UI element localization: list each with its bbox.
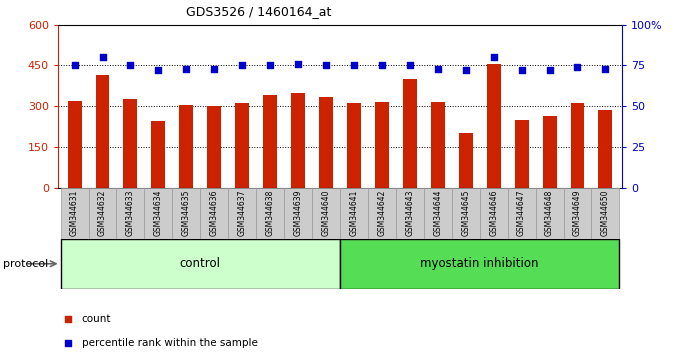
Text: protocol: protocol [3,259,49,269]
Bar [256,188,284,239]
Bar [124,99,137,188]
Point [292,61,303,67]
Bar [172,188,201,239]
Bar [312,188,340,239]
Bar [571,103,585,188]
Text: GSM344635: GSM344635 [182,189,191,236]
Bar [291,93,305,188]
Bar [88,188,116,239]
Bar [61,188,88,239]
Bar [375,102,389,188]
Point [572,64,583,70]
Bar [340,188,368,239]
Bar [144,188,172,239]
Bar [543,116,556,188]
Bar [207,106,221,188]
Bar [67,101,82,188]
Point [405,63,415,68]
Point [377,63,388,68]
Point [125,63,136,68]
Text: control: control [180,257,221,270]
Bar [479,188,508,239]
Bar [152,121,165,188]
Bar [508,188,536,239]
Bar [263,95,277,188]
Text: GSM344636: GSM344636 [209,189,219,236]
Text: GSM344648: GSM344648 [545,189,554,235]
Bar [424,188,452,239]
Text: count: count [82,314,111,324]
Bar [284,188,312,239]
Bar [452,188,479,239]
Bar [564,188,592,239]
Text: GSM344644: GSM344644 [433,189,442,236]
Text: GDS3526 / 1460164_at: GDS3526 / 1460164_at [186,5,331,18]
Bar [180,105,193,188]
Text: GSM344633: GSM344633 [126,189,135,236]
Bar [201,188,228,239]
Text: GSM344631: GSM344631 [70,189,79,235]
Point [349,63,360,68]
Bar [403,79,417,188]
Bar [487,64,500,188]
Text: GSM344645: GSM344645 [461,189,471,236]
Point [63,316,73,321]
Text: GSM344646: GSM344646 [489,189,498,236]
Bar [396,188,424,239]
Point [320,63,331,68]
Text: GSM344640: GSM344640 [322,189,330,236]
Point [488,55,499,60]
Text: percentile rank within the sample: percentile rank within the sample [82,338,258,348]
Point [153,68,164,73]
Point [209,66,220,72]
Text: GSM344638: GSM344638 [266,189,275,235]
Bar [116,188,144,239]
Bar [459,133,473,188]
Text: GSM344632: GSM344632 [98,189,107,235]
Text: GSM344647: GSM344647 [517,189,526,236]
Text: GSM344637: GSM344637 [238,189,247,236]
Text: GSM344650: GSM344650 [601,189,610,236]
Bar [61,239,340,289]
Point [516,68,527,73]
Point [544,68,555,73]
Bar [228,188,256,239]
Point [181,66,192,72]
Bar [536,188,564,239]
Text: GSM344649: GSM344649 [573,189,582,236]
Point [237,63,248,68]
Point [97,55,108,60]
Bar [368,188,396,239]
Text: GSM344639: GSM344639 [294,189,303,236]
Bar [592,188,619,239]
Bar [95,75,109,188]
Text: myostatin inhibition: myostatin inhibition [420,257,539,270]
Point [432,66,443,72]
Bar [515,120,528,188]
Point [600,66,611,72]
Bar [235,103,249,188]
Bar [340,239,619,289]
Point [69,63,80,68]
Text: GSM344642: GSM344642 [377,189,386,235]
Bar [319,97,333,188]
Text: GSM344643: GSM344643 [405,189,414,236]
Text: GSM344641: GSM344641 [350,189,358,235]
Point [265,63,275,68]
Point [460,68,471,73]
Point [63,341,73,346]
Bar [598,110,613,188]
Bar [347,103,361,188]
Text: GSM344634: GSM344634 [154,189,163,236]
Bar [431,102,445,188]
